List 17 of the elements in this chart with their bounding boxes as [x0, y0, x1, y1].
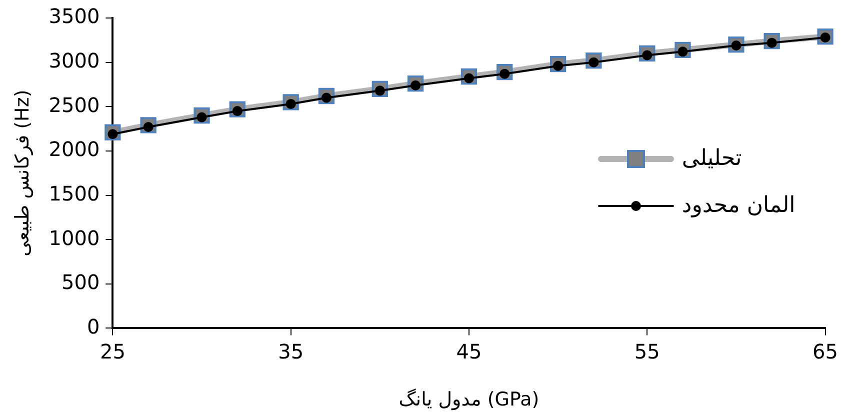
x-tick-label: 25	[100, 339, 126, 364]
x-tick-label: 55	[634, 339, 660, 364]
y-tick-label: 3000	[48, 48, 100, 73]
x-tick-label: 45	[456, 339, 482, 364]
x-axis-title: مدول یانگ (GPa)	[398, 388, 540, 411]
legend-label: المان محدود	[682, 193, 796, 218]
legend-label: تحلیلی	[682, 146, 742, 172]
y-axis-title: فرکانس طبیعی (Hz)	[11, 90, 34, 256]
x-tick-label: 65	[812, 339, 838, 364]
y-tick-label: 3500	[48, 4, 100, 28]
x-tick-label: 35	[278, 339, 304, 364]
y-tick-label: 1000	[48, 226, 100, 250]
y-tick-label: 1500	[48, 181, 100, 206]
y-tick-label: 500	[62, 270, 100, 294]
y-tick-label: 2500	[48, 92, 100, 117]
y-tick-label: 2000	[48, 137, 100, 162]
y-tick-label: 0	[86, 314, 100, 338]
